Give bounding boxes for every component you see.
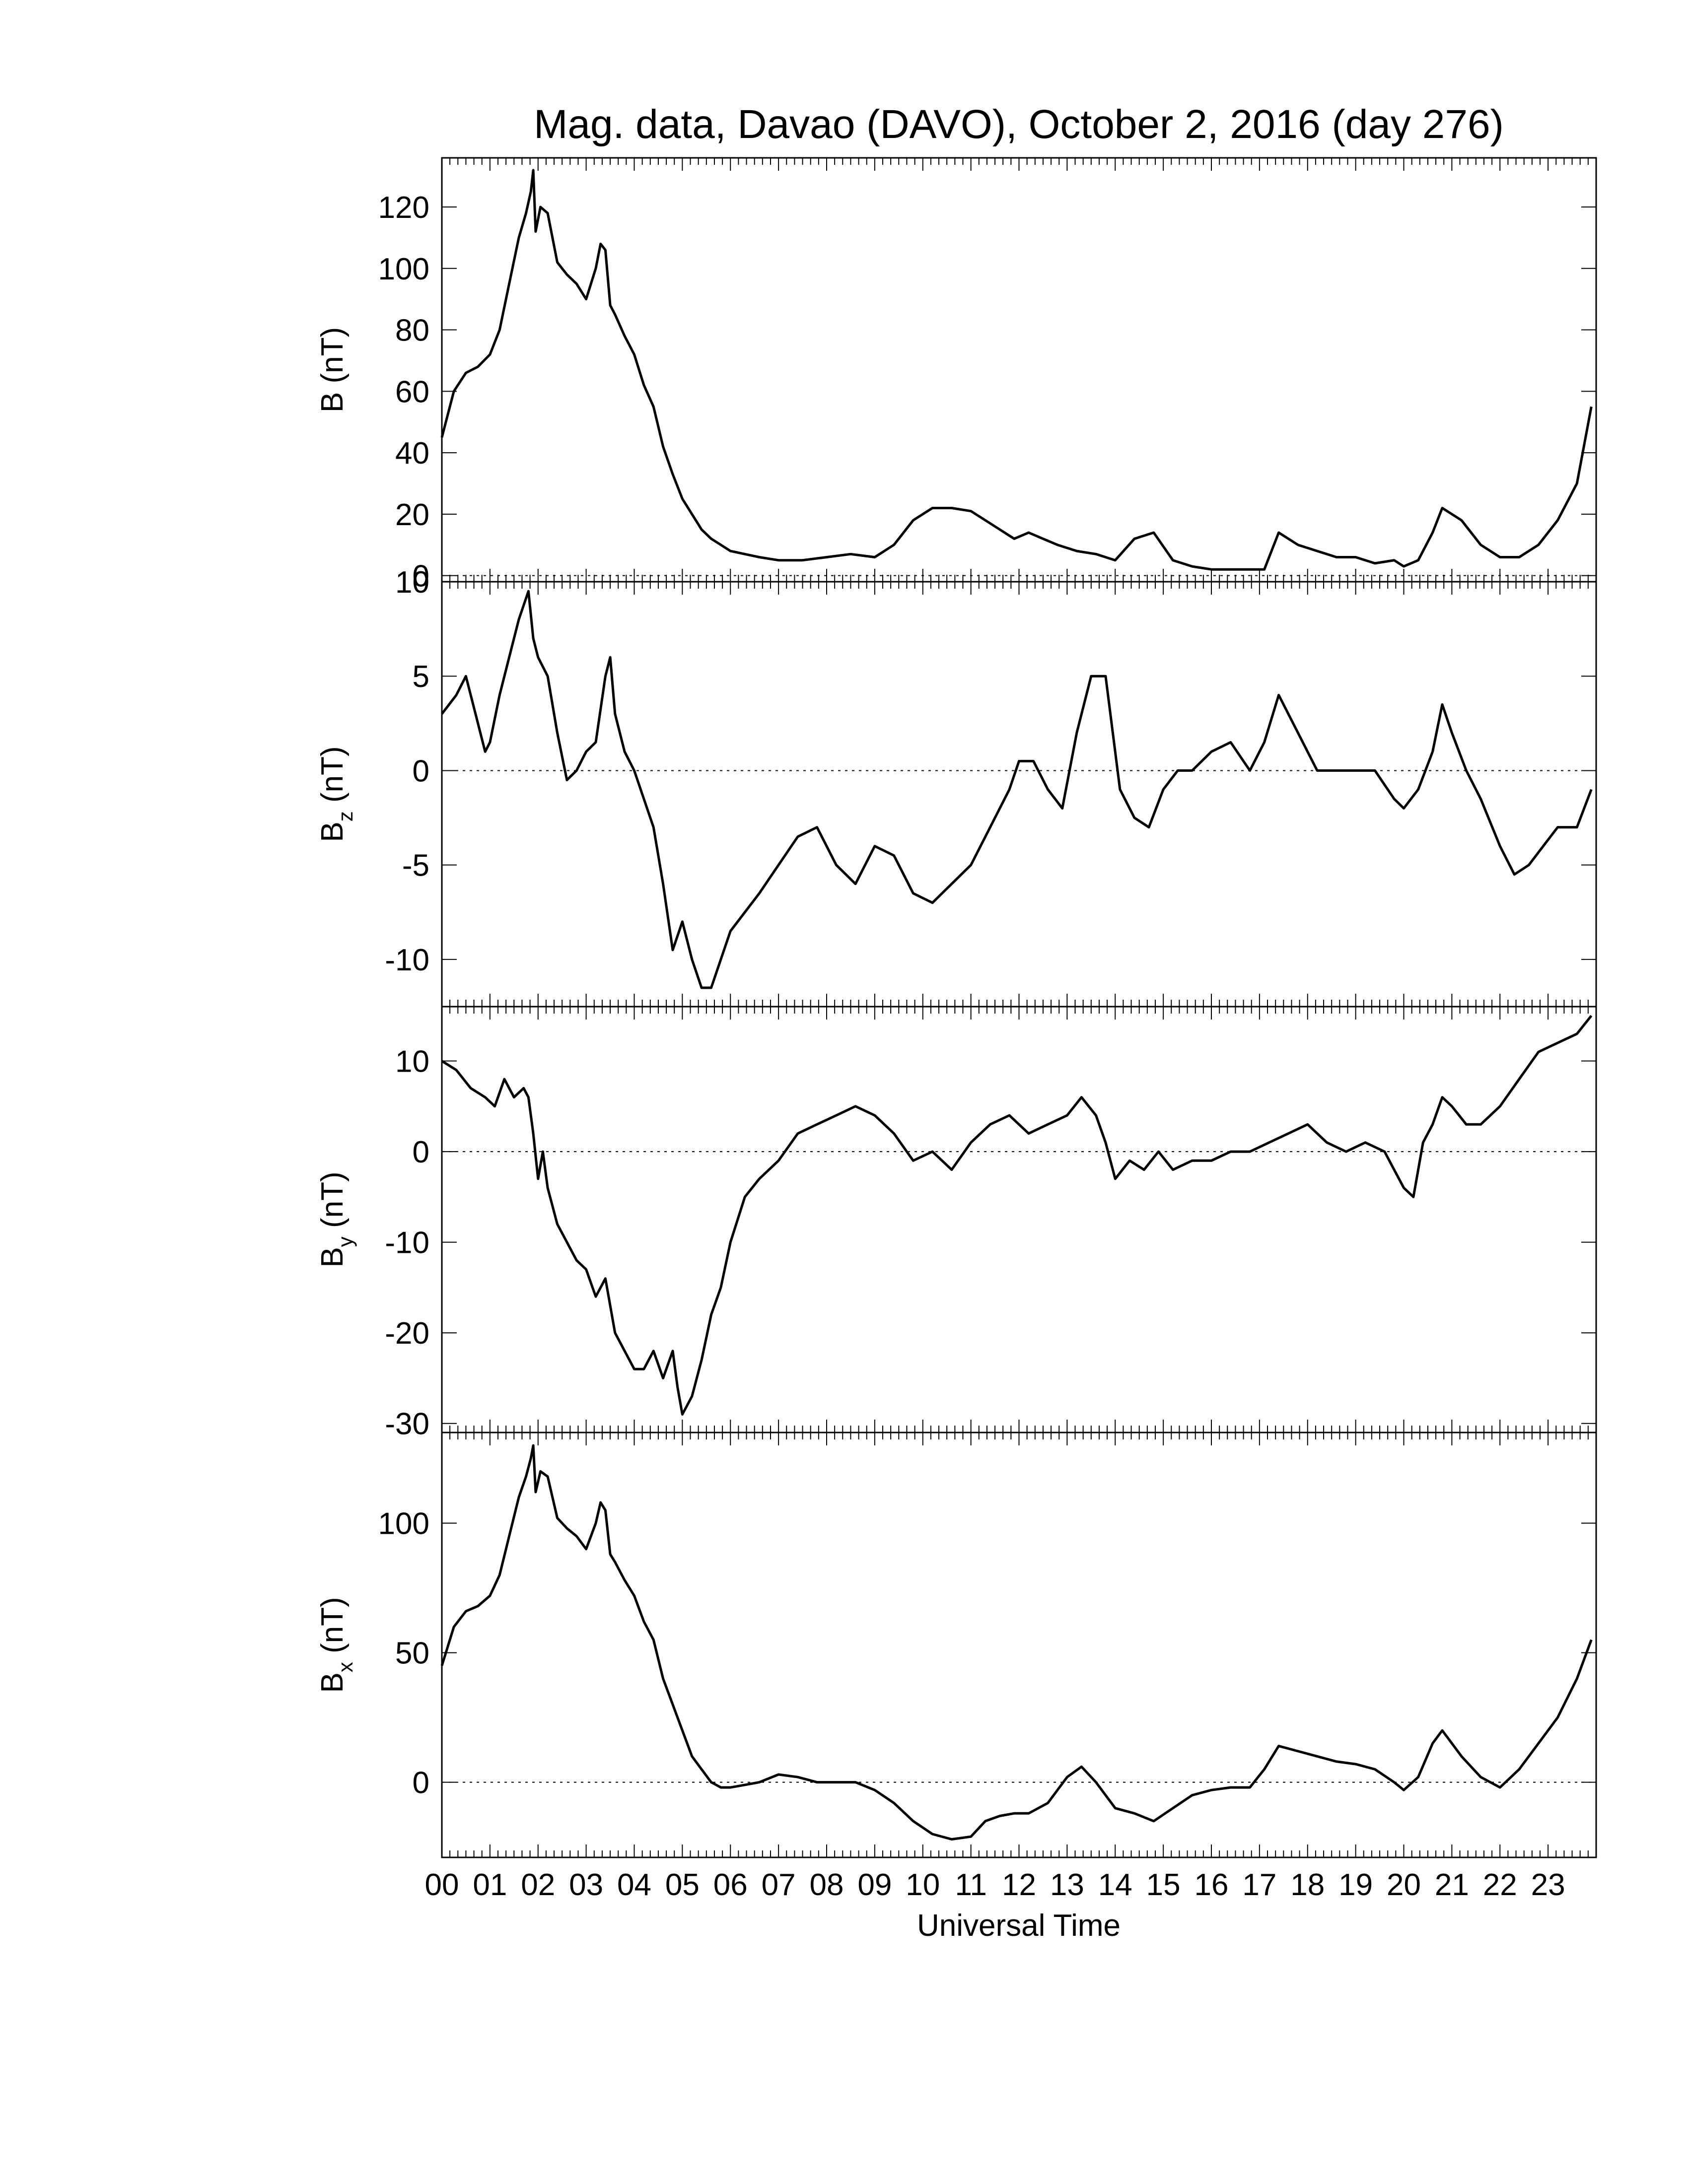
y-tick-label: 10 <box>395 1045 429 1079</box>
y-axis-label: By (nT) <box>315 1171 357 1267</box>
x-tick-label: 19 <box>1338 1868 1373 1902</box>
x-tick-label: 22 <box>1483 1868 1517 1902</box>
x-tick-label: 13 <box>1050 1868 1084 1902</box>
x-tick-label: 14 <box>1098 1868 1132 1902</box>
x-tick-label: 15 <box>1146 1868 1181 1902</box>
x-tick-label: 08 <box>810 1868 844 1902</box>
series-line-by <box>441 1015 1593 1416</box>
y-tick-label: 0 <box>413 1135 429 1169</box>
y-tick-label: -5 <box>402 849 429 883</box>
series-line-bx <box>440 1444 1593 1841</box>
y-tick-label: 0 <box>413 559 429 594</box>
x-tick-label: 20 <box>1387 1868 1421 1902</box>
x-tick-label: 00 <box>425 1868 459 1902</box>
y-tick-label: -30 <box>385 1407 429 1441</box>
x-tick-label: 07 <box>762 1868 796 1902</box>
x-axis-tick-labels: 00 01 02 03 04 05 06 07 08 09 10 11 12 13 14 15 16 17 18 19… <box>425 1868 1565 1902</box>
x-tick-label: 11 <box>955 1868 986 1902</box>
x-tick-label: 18 <box>1290 1868 1325 1902</box>
panel-frame <box>441 1432 1597 1858</box>
y-tick-label: 10 <box>395 565 429 600</box>
y-tick-label: -20 <box>385 1316 429 1351</box>
y-axis-label: Bx (nT) <box>315 1597 357 1693</box>
y-axis-label: B (nT) <box>315 327 350 412</box>
x-tick-label: 03 <box>569 1868 603 1902</box>
panel-bz: 10 5 0 -5 -10 Bz (nT) <box>315 565 1597 1008</box>
y-tick-label: 0 <box>413 1766 429 1800</box>
panel-frame <box>441 157 1597 583</box>
x-tick-label: 17 <box>1242 1868 1276 1902</box>
y-tick-label: 50 <box>395 1637 429 1671</box>
x-tick-label: 06 <box>713 1868 748 1902</box>
x-tick-label: 23 <box>1531 1868 1565 1902</box>
y-tick-label: 60 <box>395 375 429 409</box>
panel-frame <box>441 581 1597 1008</box>
panel-by: 10 0 -10 -20 -30 By (nT) <box>315 1006 1597 1441</box>
x-tick-label: 04 <box>617 1868 651 1902</box>
y-tick-label: 100 <box>378 1507 429 1541</box>
y-tick-label: -10 <box>385 943 429 977</box>
y-tick-label: 40 <box>395 436 429 471</box>
x-tick-label: 02 <box>521 1868 555 1902</box>
x-tick-label: 10 <box>906 1868 940 1902</box>
y-tick-label: 80 <box>395 314 429 348</box>
x-tick-label: 01 <box>473 1868 507 1902</box>
x-axis-label: Universal Time <box>917 1909 1121 1943</box>
y-tick-label: -10 <box>385 1226 429 1260</box>
y-tick-label: 120 <box>378 191 429 225</box>
chart-title: Mag. data, Davao (DAVO), October 2, 2016… <box>534 102 1504 147</box>
y-tick-label: 0 <box>413 754 429 788</box>
panel-bx: 100 50 0 Bx (nT) <box>315 1432 1597 1858</box>
y-tick-label: 20 <box>395 498 429 532</box>
x-tick-label: 16 <box>1195 1868 1229 1902</box>
panel-b: 0 20 40 60 80 100 120 B (nT) <box>315 157 1597 594</box>
x-tick-label: 09 <box>857 1868 892 1902</box>
x-tick-label: 05 <box>665 1868 700 1902</box>
y-tick-label: 100 <box>378 252 429 286</box>
x-tick-label: 12 <box>1002 1868 1036 1902</box>
y-axis-label: Bz (nT) <box>315 746 357 842</box>
series-line-bz <box>441 590 1593 989</box>
y-tick-label: 5 <box>413 660 429 694</box>
series-line-b <box>440 169 1593 571</box>
x-tick-label: 21 <box>1435 1868 1469 1902</box>
panel-frame <box>441 1006 1597 1433</box>
